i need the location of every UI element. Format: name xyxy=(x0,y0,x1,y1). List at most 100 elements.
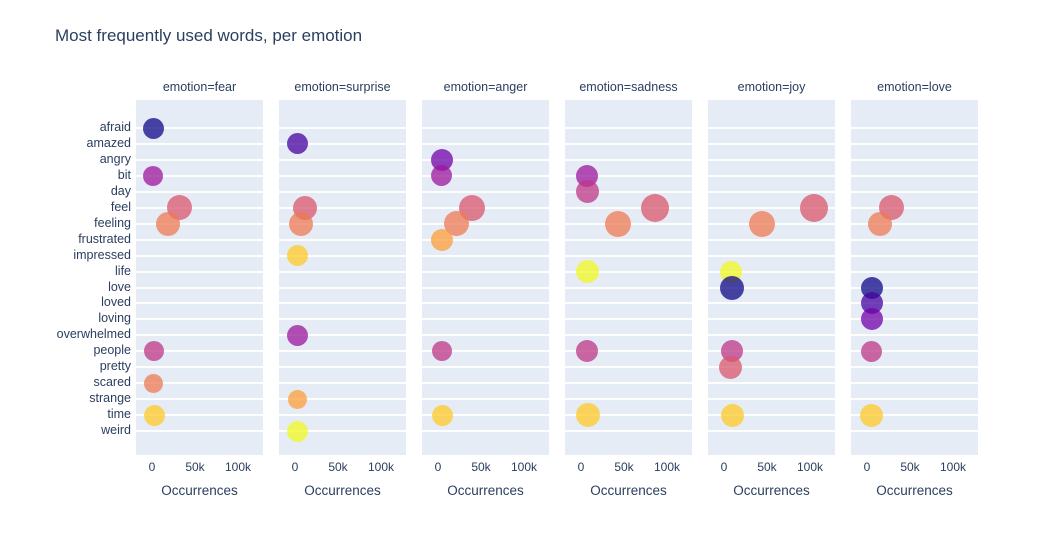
facet-panel-love xyxy=(851,100,978,455)
gridline xyxy=(565,286,692,289)
scatter-point-surprise-amazed[interactable] xyxy=(286,133,308,155)
gridline xyxy=(851,414,978,417)
gridline xyxy=(422,334,549,337)
x-tick-label: 0 xyxy=(720,460,728,474)
gridline xyxy=(136,414,263,417)
y-axis-label-time: time xyxy=(107,407,131,422)
gridline xyxy=(851,127,978,129)
gridline xyxy=(851,350,978,353)
facet-panel-anger xyxy=(422,100,549,455)
scatter-point-sadness-day[interactable] xyxy=(575,180,599,204)
gridline xyxy=(422,414,549,417)
gridline xyxy=(422,366,549,369)
gridline xyxy=(136,190,263,193)
gridline xyxy=(708,206,835,209)
gridline xyxy=(565,254,692,257)
scatter-point-fear-people[interactable] xyxy=(143,341,164,362)
scatter-point-fear-bit[interactable] xyxy=(143,165,164,186)
scatter-point-anger-bit[interactable] xyxy=(430,165,452,187)
y-axis-label-angry: angry xyxy=(99,151,131,166)
y-axis-label-amazed: amazed xyxy=(86,135,131,150)
gridline xyxy=(279,270,406,273)
x-tick-label: 100k xyxy=(367,460,395,474)
y-axis-label-feeling: feeling xyxy=(94,215,131,230)
gridline xyxy=(422,382,549,385)
y-axis-label-afraid: afraid xyxy=(99,120,131,134)
x-tick-label: 50k xyxy=(471,460,491,474)
gridline xyxy=(565,174,692,177)
gridline xyxy=(279,142,406,145)
scatter-point-sadness-feeling[interactable] xyxy=(605,210,632,237)
gridline xyxy=(565,142,692,145)
gridline xyxy=(565,350,692,353)
scatter-point-fear-afraid[interactable] xyxy=(143,117,165,139)
gridline xyxy=(422,254,549,257)
gridline xyxy=(708,142,835,145)
gridline xyxy=(565,127,692,129)
gridline xyxy=(565,398,692,401)
gridline xyxy=(851,158,978,161)
scatter-point-sadness-life[interactable] xyxy=(575,260,599,284)
x-axis-title-fear: Occurrences xyxy=(161,483,238,498)
scatter-point-anger-frustrated[interactable] xyxy=(430,228,453,251)
scatter-point-fear-feeling[interactable] xyxy=(155,211,180,236)
scatter-point-love-time[interactable] xyxy=(860,403,884,427)
gridline xyxy=(708,430,835,433)
x-tick-label: 100k xyxy=(653,460,681,474)
scatter-point-love-people[interactable] xyxy=(860,340,882,362)
gridline xyxy=(136,382,263,385)
scatter-point-anger-people[interactable] xyxy=(432,341,453,362)
scatter-point-sadness-time[interactable] xyxy=(575,403,600,428)
gridline xyxy=(136,174,263,177)
scatter-point-sadness-feel[interactable] xyxy=(640,193,669,222)
facet-title-anger: emotion=anger xyxy=(443,80,528,94)
gridline xyxy=(136,254,263,257)
scatter-point-love-feeling[interactable] xyxy=(867,211,892,236)
gridline xyxy=(136,158,263,161)
scatter-point-surprise-impressed[interactable] xyxy=(287,245,309,267)
y-axis-label-love: love xyxy=(108,279,131,294)
scatter-point-surprise-overwhelmed[interactable] xyxy=(287,324,309,346)
gridline xyxy=(136,430,263,433)
scatter-point-fear-scared[interactable] xyxy=(144,373,164,393)
scatter-point-surprise-strange[interactable] xyxy=(287,389,307,409)
scatter-point-surprise-weird[interactable] xyxy=(286,420,308,442)
scatter-point-love-loving[interactable] xyxy=(860,308,883,331)
facet-title-joy: emotion=joy xyxy=(737,80,806,94)
scatter-point-joy-feel[interactable] xyxy=(800,193,829,222)
gridline xyxy=(708,270,835,273)
gridline xyxy=(851,430,978,433)
scatter-point-joy-pretty[interactable] xyxy=(719,355,743,379)
gridline xyxy=(708,174,835,177)
facet-title-sadness: emotion=sadness xyxy=(579,80,678,94)
scatter-point-anger-time[interactable] xyxy=(431,404,453,426)
facet-title-love: emotion=love xyxy=(877,80,952,94)
scatter-point-sadness-people[interactable] xyxy=(576,340,599,363)
gridline xyxy=(851,382,978,385)
gridline xyxy=(136,127,263,129)
chart-title: Most frequently used words, per emotion xyxy=(55,26,363,45)
gridline xyxy=(851,286,978,289)
gridline xyxy=(565,334,692,337)
gridline xyxy=(279,158,406,161)
x-axis-title-anger: Occurrences xyxy=(447,483,524,498)
y-axis-label-people: people xyxy=(93,343,131,358)
gridline xyxy=(708,190,835,193)
gridline xyxy=(136,350,263,353)
scatter-point-surprise-feeling[interactable] xyxy=(288,211,313,236)
scatter-point-joy-feeling[interactable] xyxy=(748,210,775,237)
gridline xyxy=(708,254,835,257)
scatter-point-joy-love[interactable] xyxy=(719,275,744,300)
gridline xyxy=(422,286,549,289)
scatter-point-joy-time[interactable] xyxy=(721,403,745,427)
gridline xyxy=(565,238,692,241)
gridline xyxy=(708,366,835,369)
y-axis-label-feel: feel xyxy=(110,199,131,214)
facet-title-surprise: emotion=surprise xyxy=(294,80,391,94)
y-axis-label-overwhelmed: overwhelmed xyxy=(56,327,131,342)
gridline xyxy=(279,222,406,225)
scatter-point-fear-time[interactable] xyxy=(144,404,166,426)
gridline xyxy=(279,350,406,353)
gridline xyxy=(136,142,263,145)
x-tick-label: 100k xyxy=(796,460,824,474)
